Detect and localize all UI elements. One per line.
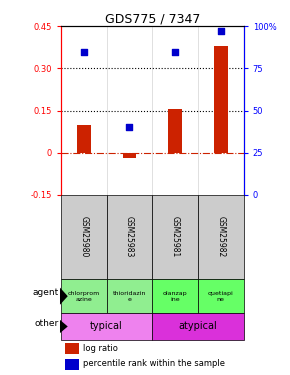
Text: GSM25981: GSM25981 [171, 216, 180, 258]
Bar [198, 279, 244, 313]
Bar [168, 109, 182, 153]
Bar [65, 343, 79, 354]
Title: GDS775 / 7347: GDS775 / 7347 [105, 12, 200, 25]
Bar [61, 195, 106, 279]
Bar [61, 313, 152, 340]
Text: atypical: atypical [179, 321, 217, 332]
Bar [152, 279, 198, 313]
Bar [152, 313, 244, 340]
Bar [106, 195, 152, 279]
Text: other: other [35, 320, 59, 328]
Bar [65, 358, 79, 370]
Point [81, 48, 86, 54]
Point [173, 48, 177, 54]
Bar [214, 46, 228, 153]
Bar [152, 195, 198, 279]
Text: log ratio: log ratio [83, 344, 118, 352]
Text: thioridazin
e: thioridazin e [113, 291, 146, 302]
Text: quetiapi
ne: quetiapi ne [208, 291, 234, 302]
Bar [77, 124, 90, 153]
Text: typical: typical [90, 321, 123, 332]
Text: GSM25980: GSM25980 [79, 216, 88, 258]
Text: agent: agent [32, 288, 59, 297]
Bar [106, 279, 152, 313]
Text: GSM25982: GSM25982 [216, 216, 225, 258]
Text: percentile rank within the sample: percentile rank within the sample [83, 360, 225, 369]
Bar [198, 195, 244, 279]
Point [127, 124, 132, 130]
Polygon shape [60, 288, 68, 305]
Bar [123, 153, 136, 158]
Point [218, 28, 223, 34]
Text: olanzap
ine: olanzap ine [163, 291, 187, 302]
Text: GSM25983: GSM25983 [125, 216, 134, 258]
Text: chlorprom
azine: chlorprom azine [68, 291, 100, 302]
Polygon shape [60, 320, 68, 333]
Bar [61, 279, 106, 313]
